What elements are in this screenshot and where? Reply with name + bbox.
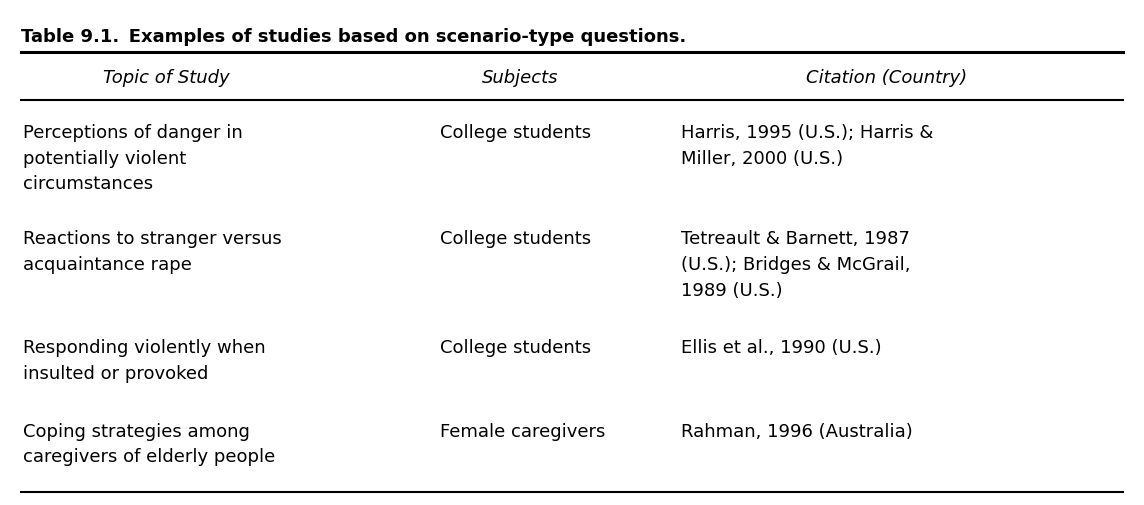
Text: Tetreault & Barnett, 1987
(U.S.); Bridges & McGrail,
1989 (U.S.): Tetreault & Barnett, 1987 (U.S.); Bridge… — [681, 230, 911, 299]
Text: Harris, 1995 (U.S.); Harris &
Miller, 2000 (U.S.): Harris, 1995 (U.S.); Harris & Miller, 20… — [681, 124, 934, 167]
Text: College students: College students — [440, 338, 591, 357]
Text: Ellis et al., 1990 (U.S.): Ellis et al., 1990 (U.S.) — [681, 338, 881, 357]
Text: Citation (Country): Citation (Country) — [807, 69, 967, 87]
Text: Coping strategies among
caregivers of elderly people: Coping strategies among caregivers of el… — [23, 422, 275, 465]
Text: Topic of Study: Topic of Study — [103, 69, 229, 87]
Text: Responding violently when
insulted or provoked: Responding violently when insulted or pr… — [23, 338, 265, 382]
Text: Examples of studies based on scenario-type questions.: Examples of studies based on scenario-ty… — [110, 28, 686, 46]
Text: Reactions to stranger versus
acquaintance rape: Reactions to stranger versus acquaintanc… — [23, 230, 281, 273]
Text: Table 9.1.: Table 9.1. — [21, 28, 119, 46]
Text: College students: College students — [440, 124, 591, 142]
Text: Rahman, 1996 (Australia): Rahman, 1996 (Australia) — [681, 422, 913, 440]
Text: College students: College students — [440, 230, 591, 248]
Text: Perceptions of danger in
potentially violent
circumstances: Perceptions of danger in potentially vio… — [23, 124, 243, 193]
Text: Subjects: Subjects — [483, 69, 558, 87]
Text: Female caregivers: Female caregivers — [440, 422, 606, 440]
